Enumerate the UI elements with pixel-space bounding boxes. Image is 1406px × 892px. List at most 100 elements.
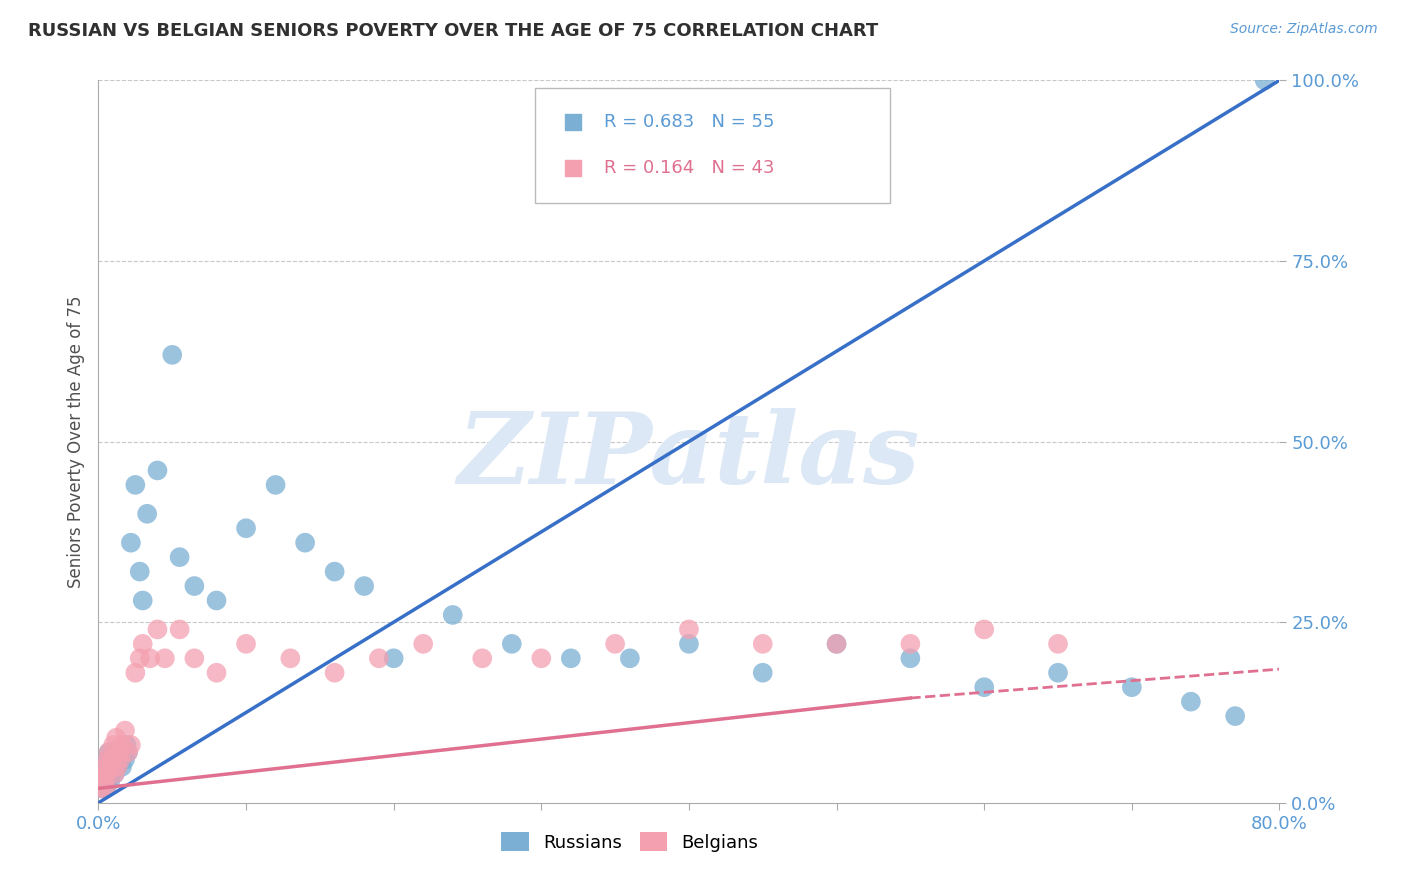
Point — [136, 507, 159, 521]
Point — [93, 774, 115, 789]
Point — [107, 760, 129, 774]
Text: ZIPatlas: ZIPatlas — [458, 408, 920, 504]
Point — [105, 731, 128, 745]
Point — [169, 623, 191, 637]
Point — [973, 680, 995, 694]
Point — [162, 348, 183, 362]
Point — [1046, 637, 1070, 651]
Point — [114, 752, 136, 766]
Point — [471, 651, 494, 665]
Point — [139, 651, 162, 665]
Point — [132, 637, 155, 651]
Point — [294, 535, 316, 549]
Point — [353, 579, 375, 593]
Point — [96, 774, 118, 789]
Point — [91, 774, 114, 789]
Point — [96, 752, 118, 766]
Point — [98, 760, 121, 774]
Point — [323, 665, 346, 680]
Point — [96, 767, 118, 781]
Point — [412, 637, 434, 651]
Point — [368, 651, 391, 665]
Point — [100, 767, 122, 781]
Point — [108, 745, 131, 759]
Point — [678, 623, 700, 637]
Point — [264, 478, 287, 492]
Point — [146, 463, 169, 477]
Point — [117, 745, 139, 759]
Point — [183, 579, 205, 593]
Text: R = 0.683   N = 55: R = 0.683 N = 55 — [605, 113, 775, 131]
Point — [100, 752, 122, 766]
Point — [124, 665, 146, 680]
Point — [97, 745, 120, 759]
Point — [108, 745, 131, 759]
Point — [96, 752, 118, 766]
Point — [110, 752, 132, 766]
Point — [1046, 665, 1070, 680]
Point — [103, 738, 125, 752]
Point — [94, 760, 117, 774]
Point — [94, 781, 117, 796]
Point — [90, 781, 112, 796]
Point — [382, 651, 405, 665]
Point — [120, 535, 142, 549]
Point — [146, 623, 169, 637]
Point — [93, 767, 115, 781]
Point — [681, 161, 703, 176]
Point — [97, 767, 120, 781]
Point — [107, 760, 129, 774]
Point — [117, 745, 139, 759]
Y-axis label: Seniors Poverty Over the Age of 75: Seniors Poverty Over the Age of 75 — [66, 295, 84, 588]
Point — [104, 767, 127, 781]
Point — [681, 115, 703, 129]
Point — [205, 593, 228, 607]
Point — [441, 607, 464, 622]
Point — [752, 665, 775, 680]
Point — [1121, 680, 1143, 694]
Point — [1180, 695, 1202, 709]
Point — [205, 665, 228, 680]
FancyBboxPatch shape — [536, 87, 890, 203]
Point — [752, 637, 775, 651]
Point — [973, 623, 995, 637]
Point — [114, 723, 136, 738]
Point — [97, 745, 120, 759]
Point — [100, 752, 122, 766]
Point — [132, 593, 155, 607]
Point — [94, 781, 117, 796]
Point — [128, 651, 150, 665]
Point — [94, 760, 117, 774]
Point — [98, 760, 121, 774]
Point — [91, 767, 114, 781]
Point — [90, 781, 112, 796]
Point — [103, 760, 125, 774]
Point — [900, 651, 922, 665]
Point — [900, 637, 922, 651]
Text: R = 0.164   N = 43: R = 0.164 N = 43 — [605, 160, 775, 178]
Point — [1225, 709, 1247, 723]
Point — [605, 637, 627, 651]
Point — [98, 774, 121, 789]
Point — [678, 637, 700, 651]
Point — [110, 752, 132, 766]
Point — [115, 738, 138, 752]
Point — [825, 637, 848, 651]
Point — [103, 745, 125, 759]
Point — [501, 637, 523, 651]
Point — [153, 651, 176, 665]
Legend: Russians, Belgians: Russians, Belgians — [495, 825, 765, 859]
Point — [530, 651, 553, 665]
Point — [183, 651, 205, 665]
Point — [1254, 73, 1277, 87]
Point — [235, 637, 257, 651]
Point — [235, 521, 257, 535]
Point — [111, 738, 134, 752]
Point — [560, 651, 582, 665]
Point — [169, 550, 191, 565]
Point — [111, 760, 134, 774]
Point — [280, 651, 302, 665]
Text: RUSSIAN VS BELGIAN SENIORS POVERTY OVER THE AGE OF 75 CORRELATION CHART: RUSSIAN VS BELGIAN SENIORS POVERTY OVER … — [28, 22, 879, 40]
Point — [112, 745, 135, 759]
Point — [323, 565, 346, 579]
